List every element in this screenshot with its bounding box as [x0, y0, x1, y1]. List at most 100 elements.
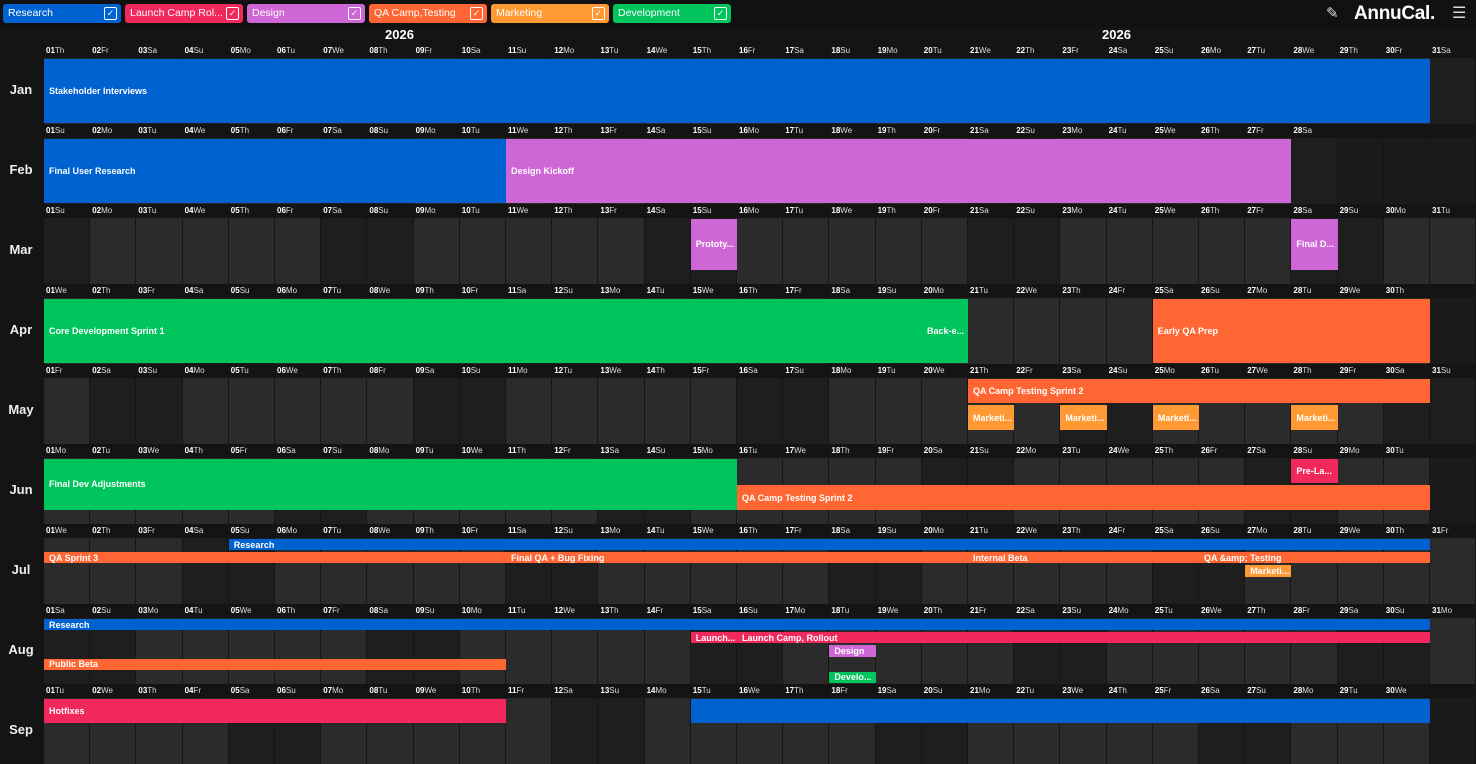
day-cell[interactable]: [1430, 218, 1476, 284]
day-cell[interactable]: [1106, 298, 1153, 364]
day-cell[interactable]: [1152, 218, 1199, 284]
filter-design[interactable]: Design ✓: [247, 4, 365, 23]
day-cell[interactable]: [136, 538, 183, 604]
event-bar[interactable]: QA Sprint 3: [44, 552, 506, 564]
day-cell[interactable]: [552, 698, 599, 764]
event-bar[interactable]: Marketi...: [1245, 565, 1292, 577]
day-cell[interactable]: [598, 218, 645, 284]
day-cell[interactable]: [1199, 218, 1246, 284]
day-cell[interactable]: [275, 378, 322, 444]
event-bar[interactable]: Marketi...: [968, 405, 1015, 430]
day-cell[interactable]: [1106, 218, 1153, 284]
filter-qa-camp-testing[interactable]: QA Camp,Testing ✓: [369, 4, 487, 23]
day-cell[interactable]: [228, 378, 275, 444]
day-cell[interactable]: [829, 378, 876, 444]
day-cell[interactable]: [1060, 218, 1107, 284]
event-bar[interactable]: Marketi...: [1060, 405, 1107, 430]
day-cell[interactable]: [1014, 298, 1061, 364]
day-cell[interactable]: [783, 218, 830, 284]
day-cell[interactable]: [459, 378, 506, 444]
day-cell[interactable]: [44, 538, 91, 604]
event-bar[interactable]: [690, 699, 1430, 724]
day-cell[interactable]: [783, 378, 830, 444]
day-cell[interactable]: [644, 698, 691, 764]
day-cell[interactable]: [1430, 378, 1476, 444]
day-cell[interactable]: [921, 218, 968, 284]
day-cell[interactable]: [737, 378, 784, 444]
event-bar[interactable]: Develo...: [829, 671, 876, 683]
day-cell[interactable]: [1383, 218, 1430, 284]
day-cell[interactable]: [90, 218, 137, 284]
event-bar[interactable]: Final Dev Adjustments: [44, 459, 737, 510]
event-bar[interactable]: Hotfixes: [44, 699, 506, 724]
filter-research[interactable]: Research ✓: [3, 4, 121, 23]
event-bar[interactable]: QA Camp Testing Sprint 2: [968, 379, 1430, 404]
filter-marketing[interactable]: Marketing ✓: [491, 4, 609, 23]
event-bar[interactable]: Research: [228, 539, 1430, 551]
event-bar[interactable]: QA Camp Testing Sprint 2: [737, 485, 1430, 510]
day-cell[interactable]: [1430, 618, 1476, 684]
day-cell[interactable]: [506, 218, 553, 284]
day-cell[interactable]: [228, 218, 275, 284]
day-cell[interactable]: [413, 378, 460, 444]
event-bar[interactable]: Core Development Sprint 1 Back-e...: [44, 299, 968, 363]
day-cell[interactable]: [459, 218, 506, 284]
event-bar[interactable]: QA &amp; Testing: [1199, 552, 1430, 564]
day-cell[interactable]: [737, 218, 784, 284]
day-cell[interactable]: [921, 378, 968, 444]
day-cell[interactable]: [1430, 58, 1476, 124]
day-cell[interactable]: [182, 538, 229, 604]
event-bar[interactable]: Final User Research: [44, 139, 506, 203]
filter-checkbox[interactable]: ✓: [592, 7, 605, 20]
event-bar[interactable]: Launch...: [690, 632, 737, 644]
day-cell[interactable]: [90, 378, 137, 444]
event-bar[interactable]: Design: [829, 645, 876, 657]
day-cell[interactable]: [1245, 218, 1292, 284]
event-bar[interactable]: Final D...: [1291, 219, 1338, 270]
day-cell[interactable]: [1060, 298, 1107, 364]
day-cell[interactable]: [44, 378, 91, 444]
event-bar[interactable]: Design Kickoff: [506, 139, 1292, 203]
day-cell[interactable]: [413, 218, 460, 284]
day-cell[interactable]: [136, 378, 183, 444]
event-bar[interactable]: Final QA + Bug Fixing: [506, 552, 968, 564]
day-cell[interactable]: [90, 538, 137, 604]
event-bar[interactable]: Early QA Prep: [1152, 299, 1430, 363]
day-cell[interactable]: [968, 298, 1015, 364]
day-cell[interactable]: [44, 218, 91, 284]
day-cell[interactable]: [644, 218, 691, 284]
day-cell[interactable]: [506, 698, 553, 764]
day-cell[interactable]: [968, 218, 1015, 284]
filter-checkbox[interactable]: ✓: [226, 7, 239, 20]
day-cell[interactable]: [182, 378, 229, 444]
filter-checkbox[interactable]: ✓: [348, 7, 361, 20]
event-bar[interactable]: Research: [44, 619, 1430, 631]
filter-checkbox[interactable]: ✓: [470, 7, 483, 20]
hamburger-menu-icon[interactable]: ☰: [1452, 5, 1467, 22]
calendar-pencil-icon[interactable]: ✎: [1326, 5, 1339, 22]
filter-launch-camp-rol[interactable]: Launch Camp Rol... ✓: [125, 4, 243, 23]
day-cell[interactable]: [1014, 218, 1061, 284]
event-bar[interactable]: Public Beta: [44, 658, 506, 670]
day-cell[interactable]: [1430, 538, 1476, 604]
filter-checkbox[interactable]: ✓: [104, 7, 117, 20]
day-cell[interactable]: [506, 378, 553, 444]
day-cell[interactable]: [598, 378, 645, 444]
event-bar[interactable]: Stakeholder Interviews: [44, 59, 1430, 123]
day-cell[interactable]: [367, 378, 414, 444]
day-cell[interactable]: [690, 378, 737, 444]
day-cell[interactable]: [182, 218, 229, 284]
day-cell[interactable]: [367, 218, 414, 284]
day-cell[interactable]: [598, 698, 645, 764]
filter-development[interactable]: Development ✓: [613, 4, 731, 23]
day-cell[interactable]: [552, 378, 599, 444]
day-cell[interactable]: [552, 218, 599, 284]
day-cell[interactable]: [321, 218, 368, 284]
day-cell[interactable]: [136, 218, 183, 284]
day-cell[interactable]: [275, 218, 322, 284]
event-bar[interactable]: Prototy...: [690, 219, 737, 270]
event-bar[interactable]: Marketi...: [1291, 405, 1338, 430]
day-cell[interactable]: [1291, 138, 1338, 204]
day-cell[interactable]: [875, 378, 922, 444]
day-cell[interactable]: [321, 378, 368, 444]
